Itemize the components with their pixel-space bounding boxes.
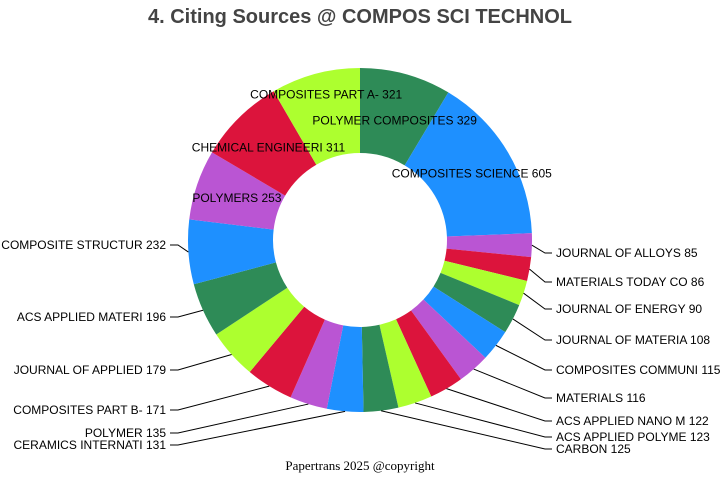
leader-line-15: [170, 309, 204, 318]
slice-12[interactable]: [290, 319, 344, 409]
leader-line-7: [473, 368, 552, 399]
slice-label-9: ACS APPLIED POLYME 123: [556, 430, 710, 444]
chart-title: 4. Citing Sources @ COMPOS SCI TECHNOL: [148, 6, 572, 28]
slice-8[interactable]: [396, 310, 461, 397]
leader-line-13: [170, 385, 270, 411]
slice-label-11: CERAMICS INTERNATI 131: [14, 438, 167, 452]
slice-label-3: MATERIALS TODAY CO 86: [556, 275, 705, 289]
slice-16[interactable]: [188, 219, 276, 285]
slice-1[interactable]: [404, 92, 532, 237]
slice-label-13: COMPOSITES PART B- 171: [13, 403, 166, 417]
slice-label-2: JOURNAL OF ALLOYS 85: [556, 246, 698, 260]
leader-line-6: [495, 344, 552, 371]
slice-label-19: COMPOSITES PART A- 321: [250, 87, 402, 101]
slice-17[interactable]: [189, 152, 286, 230]
leader-line-9: [414, 402, 552, 438]
slice-0[interactable]: [360, 68, 449, 166]
slice-10[interactable]: [361, 324, 399, 412]
slice-3[interactable]: [444, 248, 532, 281]
copyright-footer: Papertrans 2025 @copyright: [285, 458, 435, 473]
slice-14[interactable]: [216, 287, 305, 373]
slice-label-1: COMPOSITES SCIENCE 605: [392, 167, 552, 181]
slice-label-6: COMPOSITES COMMUNI 115: [556, 363, 720, 377]
leader-line-16: [170, 244, 189, 253]
leader-line-8: [446, 388, 552, 422]
slice-18[interactable]: [212, 91, 317, 196]
slice-label-18: CHEMICAL ENGINEERI 311: [192, 141, 346, 155]
slice-label-17: POLYMERS 253: [192, 191, 281, 205]
slice-9[interactable]: [379, 319, 432, 408]
slice-6[interactable]: [423, 286, 506, 358]
leader-line-2: [531, 244, 552, 254]
slice-4[interactable]: [440, 260, 528, 306]
slice-13[interactable]: [249, 306, 325, 398]
slice-label-15: ACS APPLIED MATERI 196: [17, 310, 166, 324]
leader-line-5: [512, 318, 552, 341]
leader-line-4: [523, 292, 552, 310]
leader-line-12: [170, 403, 309, 434]
slice-label-10: CARBON 125: [556, 442, 631, 456]
slice-label-4: JOURNAL OF ENERGY 90: [556, 302, 702, 316]
slice-label-5: JOURNAL OF MATERIA 108: [556, 333, 710, 347]
leader-line-11: [170, 410, 346, 446]
slice-5[interactable]: [433, 272, 520, 333]
leader-line-3: [529, 268, 552, 283]
slice-15[interactable]: [193, 262, 288, 335]
leader-line-10: [380, 410, 552, 450]
slice-label-16: COMPOSITE STRUCTUR 232: [1, 238, 166, 252]
slice-7[interactable]: [411, 299, 486, 380]
leader-line-14: [170, 353, 232, 371]
slice-2[interactable]: [446, 233, 533, 258]
slice-label-0: POLYMER COMPOSITES 329: [312, 114, 477, 128]
slice-label-7: MATERIALS 116: [556, 391, 646, 405]
slice-label-14: JOURNAL OF APPLIED 179: [14, 363, 167, 377]
slice-label-12: POLYMER 135: [85, 426, 166, 440]
slice-19[interactable]: [273, 68, 360, 165]
slice-11[interactable]: [326, 325, 364, 412]
slice-label-8: ACS APPLIED NANO M 122: [556, 414, 709, 428]
